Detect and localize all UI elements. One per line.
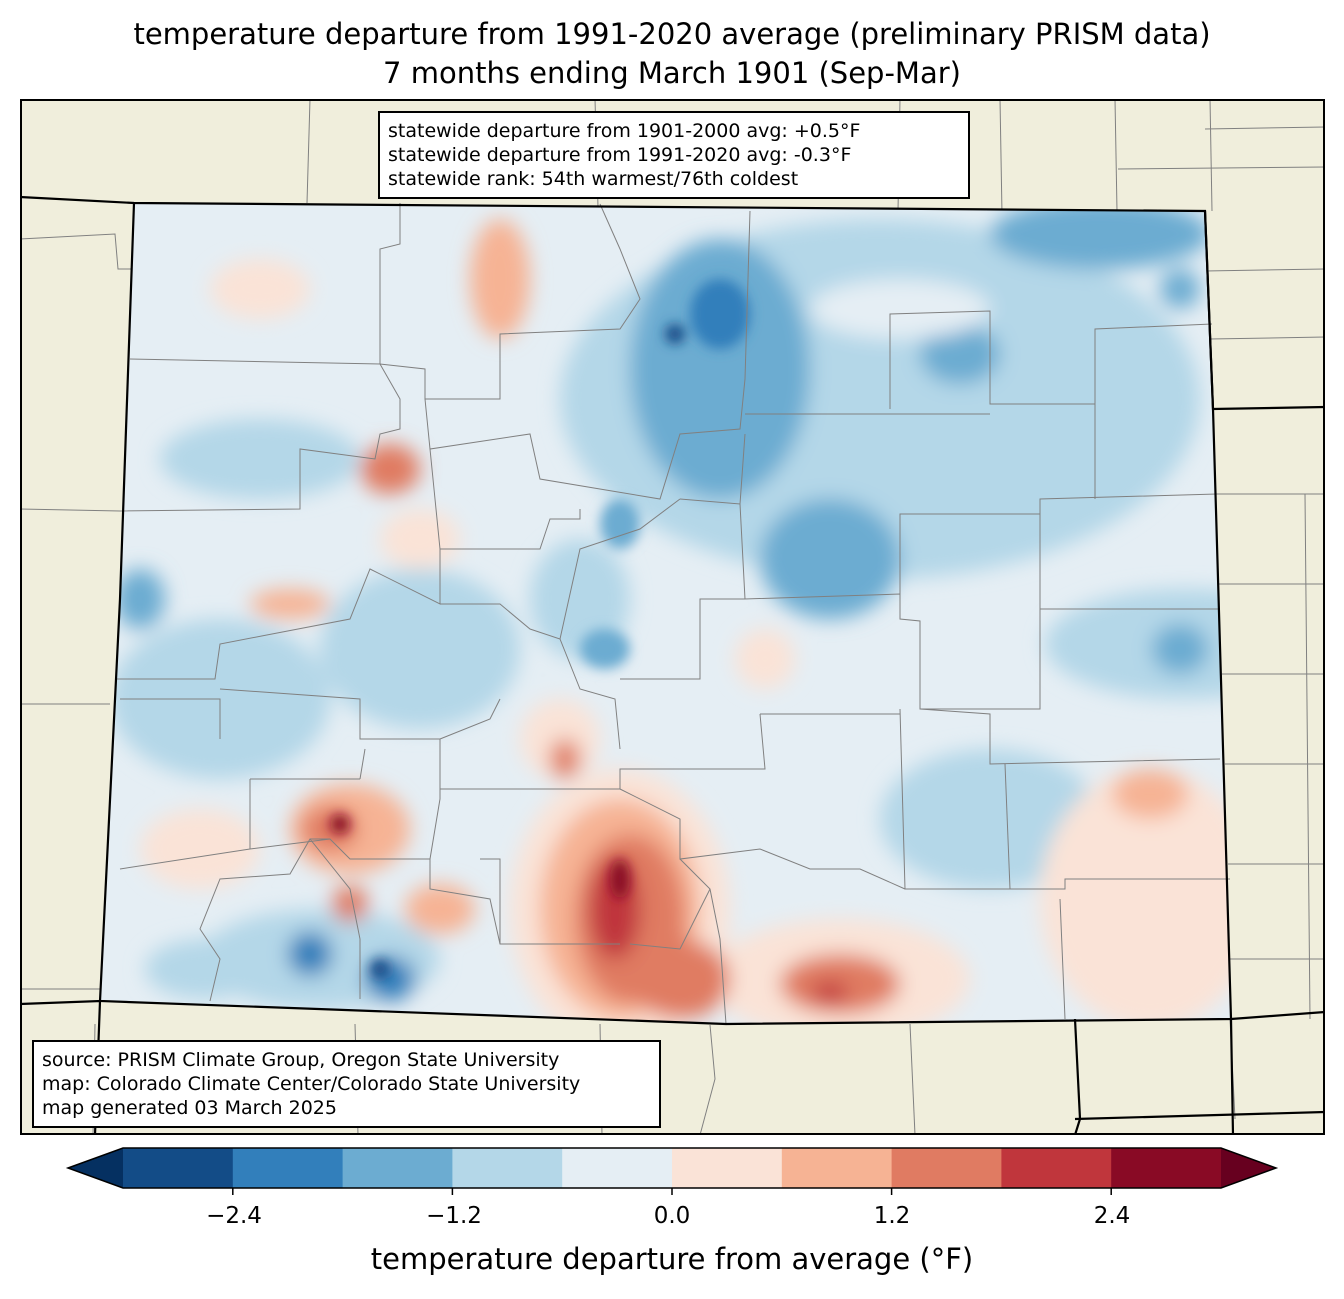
colorbar-extend-high — [1221, 1148, 1276, 1188]
colorbar-segment — [672, 1148, 783, 1188]
colorbar-segment — [232, 1148, 344, 1188]
colorbar — [65, 1147, 1279, 1195]
colorbar-segment — [123, 1148, 234, 1188]
map-frame — [20, 99, 1325, 1135]
colorbar-outline — [65, 1147, 1279, 1189]
stats-line-rank: statewide rank: 54th warmest/76th coldes… — [388, 168, 799, 190]
state-borders — [20, 195, 1325, 1135]
temperature-field — [100, 203, 1231, 1024]
stats-line-1991-2020: statewide departure from 1991-2020 avg: … — [388, 144, 852, 166]
statewide-stats-box: statewide departure from 1901-2000 avg: … — [378, 111, 970, 199]
colorbar-segment — [781, 1148, 893, 1188]
stats-line-1901-2000: statewide departure from 1901-2000 avg: … — [388, 120, 861, 142]
colorbar-tick-label: 1.2 — [873, 1203, 911, 1229]
colorado-map — [20, 99, 1325, 1135]
colorbar-segment — [342, 1148, 453, 1188]
colorbar-tick-label: −2.4 — [206, 1203, 262, 1229]
colorado-county-lines — [115, 203, 1230, 1025]
colorbar-tick-label: 2.4 — [1093, 1203, 1131, 1229]
colorbar-segment — [562, 1148, 673, 1188]
source-box: source: PRISM Climate Group, Oregon Stat… — [32, 1040, 661, 1128]
colorbar-segment — [452, 1148, 563, 1188]
colorbar-tick-label: 0.0 — [653, 1203, 691, 1229]
colorbar-tick-label: −1.2 — [426, 1203, 482, 1229]
map-title: temperature departure from 1991-2020 ave… — [133, 17, 1211, 51]
map-credit-line: map: Colorado Climate Center/Colorado St… — [42, 1073, 581, 1095]
source-line: source: PRISM Climate Group, Oregon Stat… — [42, 1049, 560, 1071]
colorbar-segment — [1111, 1148, 1222, 1188]
colorbar-extend-low — [68, 1148, 123, 1188]
colorbar-segment — [891, 1148, 1002, 1188]
colorbar-segment — [1001, 1148, 1112, 1188]
generated-date-line: map generated 03 March 2025 — [42, 1097, 337, 1119]
map-subtitle: 7 months ending March 1901 (Sep-Mar) — [383, 56, 961, 90]
colorbar-label: temperature departure from average (°F) — [370, 1242, 974, 1276]
